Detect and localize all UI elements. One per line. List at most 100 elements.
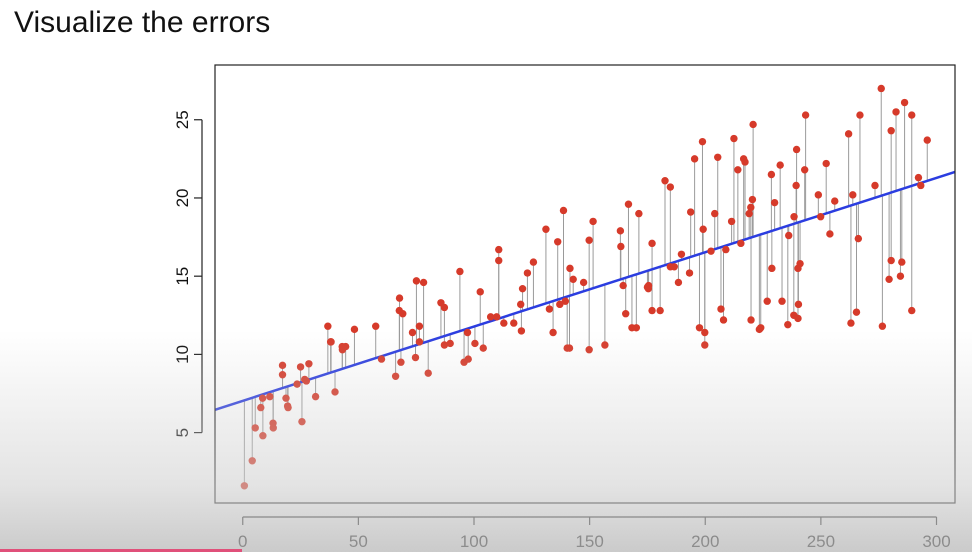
data-point — [282, 394, 290, 402]
data-point — [622, 310, 630, 318]
data-point — [298, 417, 306, 426]
data-point — [717, 305, 725, 313]
data-point — [545, 305, 554, 313]
data-point — [741, 158, 749, 166]
data-point — [698, 137, 707, 146]
data-point — [734, 166, 742, 174]
data-point — [722, 245, 730, 254]
data-point — [816, 213, 825, 221]
data-point — [790, 213, 798, 221]
data-point — [529, 258, 538, 266]
data-point — [464, 355, 472, 363]
data-point — [554, 238, 562, 246]
data-point — [644, 281, 653, 290]
data-point — [517, 327, 526, 335]
data-point — [748, 195, 757, 204]
data-point — [747, 203, 755, 212]
data-point — [801, 111, 810, 119]
data-point — [284, 403, 292, 412]
data-point — [908, 306, 916, 315]
y-tick-label: 20 — [173, 189, 192, 208]
data-point — [770, 198, 779, 207]
data-point — [585, 236, 593, 244]
data-point — [792, 181, 800, 190]
data-point — [617, 242, 625, 251]
data-point — [695, 324, 704, 332]
data-point — [757, 324, 765, 332]
x-tick-label: 300 — [922, 532, 950, 551]
data-point — [415, 322, 424, 330]
data-point — [707, 247, 715, 255]
data-point — [523, 269, 532, 277]
data-point — [768, 264, 776, 273]
data-point — [556, 300, 564, 309]
data-points — [240, 84, 931, 490]
y-tick-label: 10 — [173, 345, 192, 364]
data-point — [456, 267, 464, 276]
data-point — [670, 263, 678, 271]
data-point — [293, 380, 301, 388]
data-point — [440, 303, 449, 312]
data-point — [785, 231, 793, 240]
regression-line-group — [215, 170, 955, 411]
data-point — [727, 217, 736, 226]
data-point — [616, 227, 625, 235]
data-point — [248, 457, 256, 465]
data-point — [510, 319, 518, 327]
data-point — [372, 322, 380, 330]
data-point — [814, 191, 823, 199]
data-point — [661, 177, 669, 185]
data-point — [269, 419, 277, 427]
data-point — [302, 377, 311, 385]
data-point — [878, 322, 887, 330]
data-point — [257, 403, 265, 412]
data-point — [518, 284, 527, 293]
regression-line — [215, 170, 955, 411]
data-point — [831, 197, 839, 205]
data-point — [266, 392, 274, 401]
data-point — [849, 191, 857, 199]
data-point — [259, 432, 267, 440]
data-point — [854, 234, 863, 243]
data-point — [395, 294, 404, 302]
data-point — [350, 325, 359, 334]
x-tick-label: 200 — [691, 532, 719, 551]
bottom-accent-strip — [0, 549, 242, 552]
residual-lines — [243, 88, 928, 486]
data-point — [463, 328, 472, 337]
data-point — [908, 111, 916, 119]
data-point — [589, 217, 597, 226]
data-point — [415, 338, 424, 346]
data-point — [674, 278, 683, 287]
data-point — [601, 341, 609, 349]
data-point — [419, 278, 428, 287]
data-point — [585, 346, 593, 354]
data-point — [892, 108, 900, 116]
data-point — [887, 256, 895, 265]
data-point — [486, 313, 495, 321]
data-point — [341, 342, 350, 351]
data-point — [278, 361, 287, 370]
y-axis: 5 10 15 20 25 — [173, 110, 203, 437]
data-point — [699, 225, 707, 233]
data-point — [794, 300, 803, 309]
data-point — [778, 297, 786, 305]
data-point — [500, 319, 508, 327]
data-point — [686, 208, 695, 216]
data-point — [690, 155, 699, 163]
data-point — [411, 353, 420, 362]
data-point — [619, 281, 627, 290]
data-point — [847, 319, 855, 327]
data-point — [714, 153, 722, 161]
data-point — [561, 297, 570, 305]
data-point — [656, 306, 664, 315]
data-point — [877, 84, 885, 93]
data-point — [856, 111, 864, 119]
data-point — [677, 250, 686, 258]
data-point — [495, 256, 503, 265]
data-point — [648, 239, 656, 248]
data-point — [796, 259, 804, 268]
data-point — [826, 230, 834, 238]
data-point — [917, 181, 925, 190]
data-point — [701, 341, 709, 349]
